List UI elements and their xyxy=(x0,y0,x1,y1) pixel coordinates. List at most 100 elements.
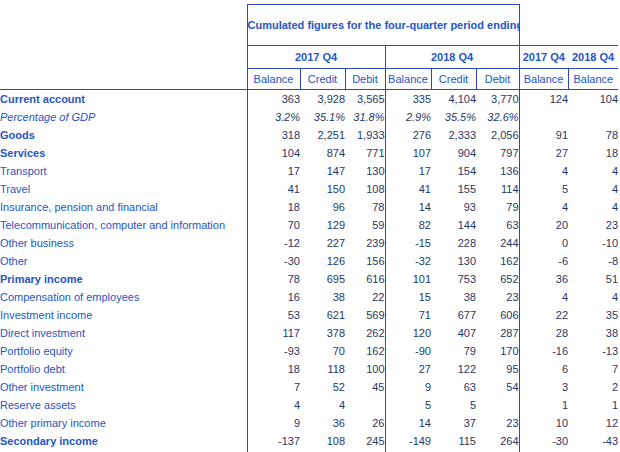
col-header-balance-single-2018: Balance xyxy=(568,69,618,90)
value-cell: 129 xyxy=(300,216,345,234)
value-cell: 114 xyxy=(476,180,519,198)
table-row: Portfolio equity-9370162-9079170-16-13 xyxy=(0,342,618,360)
row-label: Reserve assets xyxy=(0,396,247,414)
value-cell: 797 xyxy=(476,144,519,162)
value-cell: 63 xyxy=(476,216,519,234)
value-cell: 130 xyxy=(345,162,385,180)
group-header-2017q4: 2017 Q4 xyxy=(247,46,385,69)
value-cell: 4 xyxy=(519,288,568,306)
value-cell: 3.2% xyxy=(247,108,300,126)
value-cell: 95 xyxy=(476,360,519,378)
value-cell: 407 xyxy=(431,324,476,342)
value-cell: 115 xyxy=(431,432,476,450)
value-cell: 621 xyxy=(300,306,345,324)
value-cell: 17 xyxy=(247,162,300,180)
value-cell: 156 xyxy=(345,252,385,270)
col-header-debit-2018: Debit xyxy=(476,69,519,90)
value-cell: 5 xyxy=(385,396,431,414)
value-cell: 63 xyxy=(431,378,476,396)
value-cell: -137 xyxy=(247,432,300,450)
value-cell: 287 xyxy=(476,324,519,342)
table-row: Primary income786956161017536523651 xyxy=(0,270,618,288)
value-cell: 4 xyxy=(568,198,618,216)
col-header-credit-2017: Credit xyxy=(300,69,345,90)
value-cell: 239 xyxy=(345,234,385,252)
single-header-2017q4: 2017 Q4 xyxy=(519,46,568,69)
row-label: Services xyxy=(0,144,247,162)
value-cell: 3,928 xyxy=(300,90,345,109)
value-cell: -32 xyxy=(385,252,431,270)
value-cell: 3,770 xyxy=(476,90,519,109)
table-row: Direct investment1173782621204072872838 xyxy=(0,324,618,342)
value-cell: 93 xyxy=(431,198,476,216)
value-cell: 22 xyxy=(519,306,568,324)
value-cell: 6 xyxy=(519,360,568,378)
table-row: Services1048747711079047972718 xyxy=(0,144,618,162)
value-cell: -15 xyxy=(385,234,431,252)
header-spacer xyxy=(0,69,247,90)
row-label: Other xyxy=(0,252,247,270)
value-cell: 37 xyxy=(431,414,476,432)
value-cell: 170 xyxy=(476,342,519,360)
value-cell: -43 xyxy=(568,432,618,450)
value-cell xyxy=(345,396,385,414)
value-cell: 154 xyxy=(431,162,476,180)
value-cell: 569 xyxy=(345,306,385,324)
value-cell: 71 xyxy=(385,306,431,324)
value-cell: 18 xyxy=(568,144,618,162)
value-cell: -6 xyxy=(519,252,568,270)
value-cell: 363 xyxy=(247,90,300,109)
value-cell: 771 xyxy=(345,144,385,162)
value-cell: 101 xyxy=(385,270,431,288)
value-cell: 677 xyxy=(431,306,476,324)
value-cell: 41 xyxy=(385,180,431,198)
value-cell: 2 xyxy=(568,378,618,396)
value-cell: 28 xyxy=(519,324,568,342)
value-cell: 264 xyxy=(476,432,519,450)
value-cell: 20 xyxy=(519,216,568,234)
row-label: Portfolio equity xyxy=(0,342,247,360)
table-row: Reserve assets445511 xyxy=(0,396,618,414)
table-row: Other business-12227239-152282440-10 xyxy=(0,234,618,252)
value-cell: 70 xyxy=(247,216,300,234)
value-cell: 3,565 xyxy=(345,90,385,109)
row-label: Other investment xyxy=(0,378,247,396)
value-cell: 26 xyxy=(345,414,385,432)
col-header-credit-2018: Credit xyxy=(431,69,476,90)
value-cell: 54 xyxy=(476,378,519,396)
header-row-title: Cumulated figures for the four-quarter p… xyxy=(0,5,618,46)
table-row: Other investment752459635432 xyxy=(0,378,618,396)
table-row: Other primary income936261437231012 xyxy=(0,414,618,432)
value-cell: 2.9% xyxy=(385,108,431,126)
value-cell: 262 xyxy=(345,324,385,342)
value-cell: 100 xyxy=(345,360,385,378)
value-cell: 155 xyxy=(431,180,476,198)
value-cell: 12 xyxy=(568,414,618,432)
value-cell: 4 xyxy=(568,180,618,198)
value-cell xyxy=(476,396,519,414)
value-cell: 7 xyxy=(247,378,300,396)
value-cell: 36 xyxy=(300,414,345,432)
value-cell: 96 xyxy=(300,198,345,216)
value-cell: 35.5% xyxy=(431,108,476,126)
value-cell: 1,933 xyxy=(345,126,385,144)
value-cell: 227 xyxy=(300,234,345,252)
value-cell: -10 xyxy=(568,234,618,252)
value-cell: 2,056 xyxy=(476,126,519,144)
value-cell: 14 xyxy=(385,198,431,216)
value-cell: 18 xyxy=(247,198,300,216)
value-cell: 318 xyxy=(247,126,300,144)
value-cell: 5 xyxy=(519,180,568,198)
cumulated-figures-header: Cumulated figures for the four-quarter p… xyxy=(247,5,519,46)
value-cell: 5 xyxy=(431,396,476,414)
value-cell xyxy=(519,108,568,126)
value-cell: 38 xyxy=(568,324,618,342)
value-cell: 70 xyxy=(300,342,345,360)
single-header-2018q4: 2018 Q4 xyxy=(568,46,618,69)
value-cell: 126 xyxy=(300,252,345,270)
table-row: Investment income53621569716776062235 xyxy=(0,306,618,324)
group-header-2018q4: 2018 Q4 xyxy=(385,46,519,69)
value-cell: 10 xyxy=(519,414,568,432)
value-cell: 35 xyxy=(568,306,618,324)
value-cell: 36 xyxy=(519,270,568,288)
